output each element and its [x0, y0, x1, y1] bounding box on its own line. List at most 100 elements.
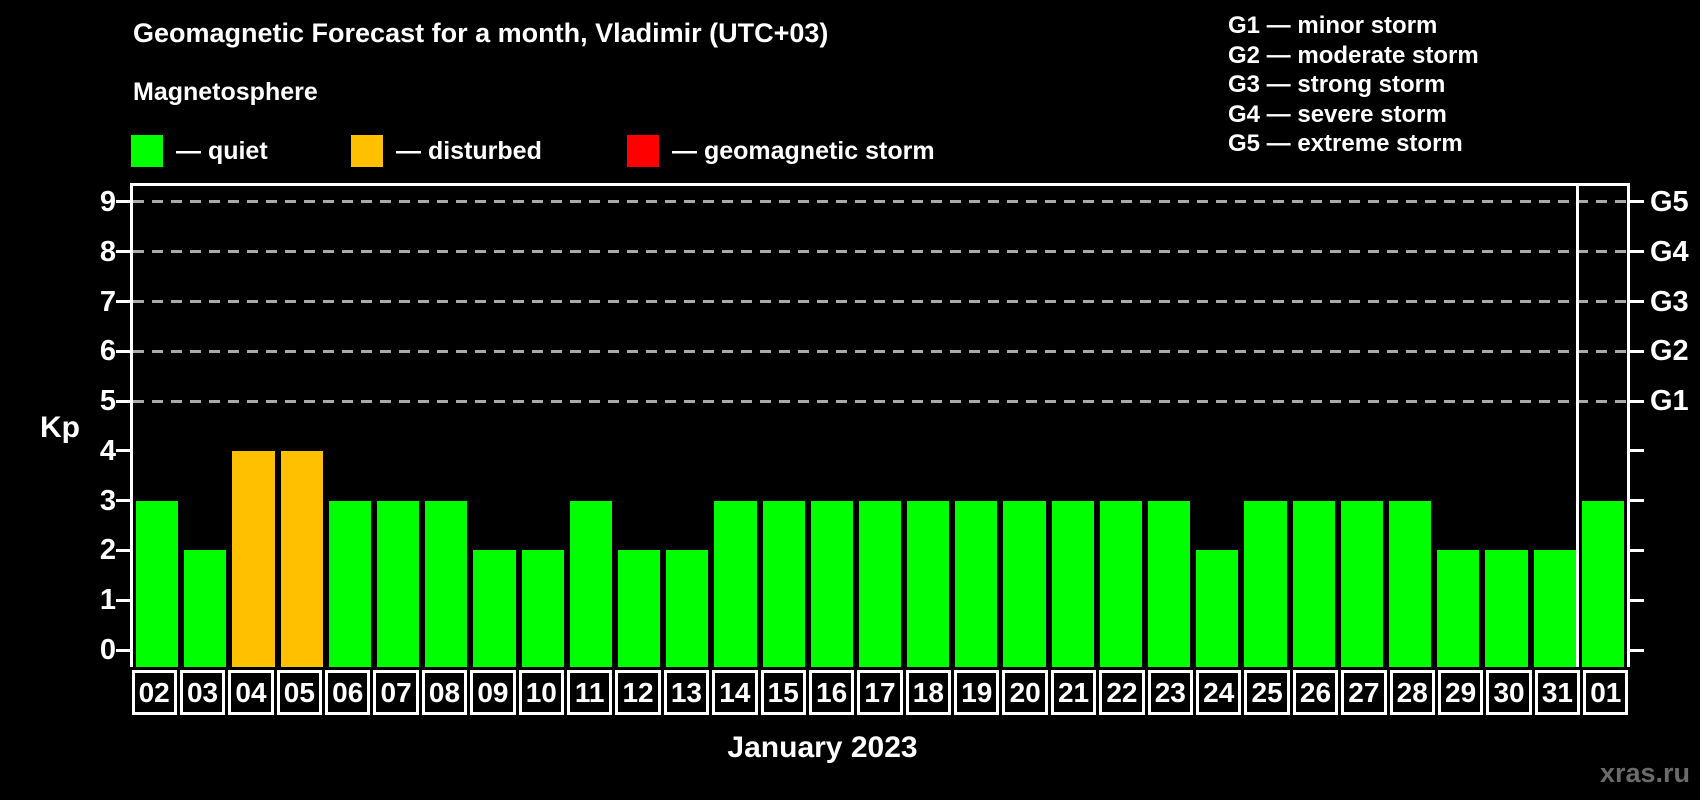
x-axis-day-label-20: 20 — [1002, 670, 1048, 715]
y-tick-right-6 — [1630, 349, 1644, 353]
bar-day-26 — [1292, 500, 1335, 667]
y-tick-left-3 — [116, 499, 130, 503]
bar-day-17 — [858, 500, 902, 667]
bar-day-09 — [473, 550, 516, 667]
bar-day-29 — [1437, 550, 1480, 667]
gridline-kp-8 — [133, 250, 1627, 254]
bar-day-04 — [232, 450, 275, 667]
x-axis-day-label-24: 24 — [1196, 670, 1242, 715]
bar-day-27 — [1340, 500, 1384, 667]
y-tick-left-4 — [116, 449, 130, 453]
bar-day-06 — [328, 500, 371, 667]
x-axis-day-label-28: 28 — [1389, 670, 1435, 715]
bar-day-01 — [1581, 500, 1624, 667]
x-axis-day-label-22: 22 — [1099, 670, 1145, 715]
bar-day-23 — [1148, 500, 1191, 667]
x-axis-day-label-01: 01 — [1583, 670, 1629, 715]
bar-day-11 — [569, 500, 612, 667]
x-axis-day-label-26: 26 — [1292, 670, 1339, 715]
y-axis-label-7: 7 — [99, 285, 116, 318]
storm-scale-item-g3: G3 — strong storm — [1228, 71, 1446, 98]
y-axis-label-9: 9 — [99, 185, 116, 218]
y-axis-label-1: 1 — [99, 584, 116, 617]
y-axis-title: Kp — [40, 411, 80, 444]
bar-day-31 — [1533, 550, 1576, 667]
x-axis-title: January 2023 — [727, 731, 918, 764]
bar-day-02 — [136, 500, 179, 667]
right-axis-label-g5: G5 — [1650, 185, 1689, 218]
x-axis-day-label-10: 10 — [518, 670, 564, 715]
storm-scale-item-g5: G5 — extreme storm — [1228, 130, 1463, 157]
gridline-kp-7 — [133, 300, 1627, 304]
bar-day-19 — [955, 500, 998, 667]
chart-title: Geomagnetic Forecast for a month, Vladim… — [133, 18, 829, 48]
storm-scale-legend: G1 — minor storm G2 — moderate storm G3 — … — [1228, 11, 1479, 159]
legend-item-disturbed: — disturbed — [351, 135, 542, 167]
x-axis-day-label-11: 11 — [566, 670, 613, 715]
y-tick-left-2 — [116, 548, 130, 552]
x-axis-day-label-14: 14 — [712, 670, 758, 715]
x-axis-day-label-06: 06 — [325, 670, 371, 715]
month-divider-line — [1575, 186, 1579, 667]
bar-day-28 — [1389, 500, 1432, 667]
y-axis-label-2: 2 — [99, 534, 116, 567]
x-axis-day-label-07: 07 — [373, 670, 419, 715]
legend-item-storm: — geomagnetic storm — [627, 135, 935, 167]
bar-day-13 — [666, 550, 709, 667]
x-axis-day-label-16: 16 — [808, 670, 855, 715]
x-axis-day-label-04: 04 — [228, 670, 274, 715]
x-axis-day-label-15: 15 — [760, 670, 806, 715]
disturbed-color-swatch-icon — [351, 135, 383, 167]
plot-area-frame — [130, 183, 1630, 667]
x-axis-day-label-09: 09 — [470, 670, 516, 715]
storm-color-swatch-icon — [627, 135, 659, 167]
y-tick-right-4 — [1630, 449, 1644, 453]
y-axis-label-6: 6 — [99, 335, 116, 368]
bar-day-20 — [1003, 500, 1046, 667]
bar-day-22 — [1099, 500, 1143, 667]
y-axis-label-0: 0 — [99, 634, 116, 666]
y-axis-label-4: 4 — [99, 434, 116, 467]
x-axis-day-label-08: 08 — [421, 670, 468, 715]
y-tick-right-3 — [1630, 499, 1644, 503]
x-axis-day-label-13: 13 — [663, 670, 710, 715]
y-tick-left-1 — [116, 598, 130, 602]
right-axis-label-g3: G3 — [1650, 285, 1689, 318]
y-tick-right-9 — [1630, 200, 1644, 204]
x-axis-day-label-02: 02 — [131, 670, 177, 715]
bar-day-12 — [617, 550, 661, 667]
bar-day-16 — [810, 500, 853, 667]
x-axis-day-label-25: 25 — [1244, 670, 1290, 715]
bar-day-21 — [1051, 500, 1094, 667]
x-axis-day-label-17: 17 — [857, 670, 903, 715]
storm-scale-item-g1: G1 — minor storm — [1228, 12, 1438, 39]
gridline-kp-6 — [133, 349, 1627, 353]
x-axis-day-label-12: 12 — [615, 670, 661, 715]
legend-label-disturbed: — disturbed — [396, 136, 542, 165]
y-tick-left-6 — [116, 349, 130, 353]
right-axis-label-g1: G1 — [1650, 385, 1689, 418]
legend-label-storm: — geomagnetic storm — [672, 136, 935, 165]
y-tick-left-0 — [116, 648, 130, 652]
y-tick-left-5 — [116, 399, 130, 403]
y-axis-label-5: 5 — [99, 385, 116, 418]
storm-scale-item-g4: G4 — severe storm — [1228, 100, 1447, 128]
x-axis-day-label-29: 29 — [1437, 670, 1484, 715]
bar-day-14 — [714, 500, 757, 667]
y-tick-left-7 — [116, 300, 130, 304]
y-tick-right-0 — [1630, 648, 1644, 652]
x-axis-day-label-30: 30 — [1486, 670, 1532, 715]
y-axis-label-3: 3 — [99, 484, 116, 517]
right-axis-label-g4: G4 — [1650, 235, 1689, 268]
gridline-kp-9 — [133, 200, 1627, 204]
y-tick-right-7 — [1630, 300, 1644, 304]
y-tick-right-5 — [1630, 399, 1644, 403]
bar-day-30 — [1485, 550, 1528, 667]
bar-day-15 — [762, 500, 805, 667]
bar-day-18 — [907, 500, 950, 667]
y-tick-right-8 — [1630, 250, 1644, 254]
x-axis-day-label-18: 18 — [905, 670, 952, 715]
right-axis-label-g2: G2 — [1650, 335, 1689, 368]
bar-day-03 — [184, 550, 227, 667]
